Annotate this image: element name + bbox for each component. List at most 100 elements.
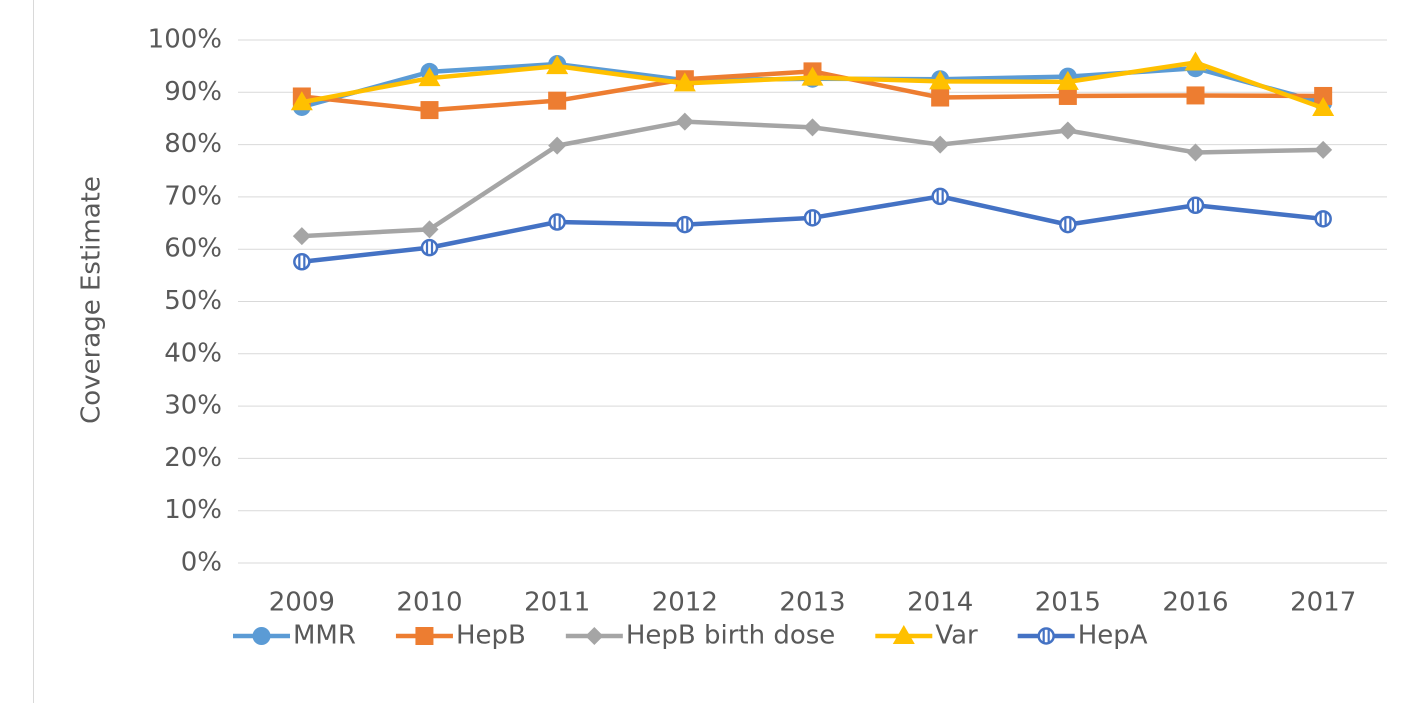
marker-shape bbox=[1184, 51, 1207, 71]
marker bbox=[1312, 96, 1335, 116]
marker-shape bbox=[931, 88, 950, 107]
marker-shape bbox=[548, 136, 567, 155]
marker bbox=[292, 227, 311, 246]
marker bbox=[803, 209, 822, 227]
marker-shape bbox=[418, 67, 441, 87]
y-tick-label: 0% bbox=[181, 548, 222, 578]
x-tick-label: 2015 bbox=[1035, 588, 1101, 618]
marker-shape bbox=[1037, 627, 1055, 645]
marker-shape bbox=[1186, 196, 1205, 215]
marker bbox=[931, 135, 950, 154]
marker bbox=[420, 220, 439, 239]
marker-shape bbox=[420, 238, 439, 257]
y-tick-label: 10% bbox=[164, 495, 222, 525]
marker bbox=[420, 101, 439, 120]
marker-shape bbox=[801, 66, 824, 86]
marker-shape bbox=[1058, 121, 1077, 140]
marker-shape bbox=[1186, 86, 1205, 105]
legend-label: MMR bbox=[293, 621, 356, 651]
marker-shape bbox=[1314, 86, 1333, 105]
marker-shape bbox=[1186, 143, 1205, 162]
marker bbox=[1314, 210, 1332, 228]
marker bbox=[1186, 143, 1205, 162]
marker-shape bbox=[676, 215, 694, 234]
x-tick-label: 2016 bbox=[1162, 588, 1228, 618]
marker bbox=[548, 213, 566, 231]
marker-shape bbox=[292, 227, 311, 246]
marker-shape bbox=[892, 625, 915, 644]
marker bbox=[1058, 86, 1077, 105]
marker-shape bbox=[803, 209, 822, 227]
marker-shape bbox=[1058, 86, 1077, 105]
legend-label: HepB birth dose bbox=[626, 621, 835, 651]
x-tick-label: 2011 bbox=[524, 588, 590, 618]
marker bbox=[1059, 215, 1077, 234]
marker bbox=[252, 627, 271, 645]
x-tick-label: 2014 bbox=[907, 588, 973, 618]
marker bbox=[676, 215, 694, 234]
marker bbox=[1314, 140, 1333, 159]
legend-label: HepA bbox=[1078, 621, 1148, 651]
marker-shape bbox=[290, 91, 313, 111]
marker bbox=[1186, 86, 1205, 105]
marker-shape bbox=[252, 627, 271, 645]
marker bbox=[293, 253, 311, 271]
marker-shape bbox=[548, 213, 566, 231]
marker bbox=[892, 625, 915, 644]
chart-border bbox=[33, 0, 1421, 703]
marker bbox=[931, 187, 949, 206]
marker-shape bbox=[548, 91, 567, 110]
marker-shape bbox=[420, 220, 439, 239]
marker-shape bbox=[1314, 140, 1333, 159]
marker bbox=[673, 72, 696, 92]
legend-label: Var bbox=[935, 621, 978, 651]
y-tick-label: 40% bbox=[164, 338, 222, 368]
marker-shape bbox=[931, 135, 950, 154]
marker-shape bbox=[675, 112, 694, 131]
marker bbox=[1186, 196, 1205, 215]
marker-shape bbox=[293, 253, 311, 271]
marker bbox=[675, 112, 694, 131]
marker-shape bbox=[1314, 210, 1332, 228]
marker bbox=[585, 627, 604, 645]
marker-shape bbox=[931, 187, 949, 206]
y-tick-label: 90% bbox=[164, 77, 222, 107]
y-tick-label: 30% bbox=[164, 391, 222, 421]
marker-shape bbox=[415, 627, 434, 645]
marker-shape bbox=[803, 118, 822, 137]
y-tick-label: 70% bbox=[164, 181, 222, 211]
marker-shape bbox=[1312, 96, 1335, 116]
marker-shape bbox=[673, 72, 696, 92]
y-tick-label: 20% bbox=[164, 443, 222, 473]
marker bbox=[1037, 627, 1055, 645]
marker bbox=[548, 91, 567, 110]
marker bbox=[801, 66, 824, 86]
marker bbox=[1314, 86, 1333, 105]
marker bbox=[290, 91, 313, 111]
marker bbox=[1056, 70, 1079, 90]
marker-shape bbox=[585, 627, 604, 645]
x-tick-label: 2017 bbox=[1290, 588, 1356, 618]
marker bbox=[931, 88, 950, 107]
y-tick-label: 50% bbox=[164, 286, 222, 316]
y-tick-label: 100% bbox=[148, 25, 222, 55]
x-tick-label: 2010 bbox=[396, 588, 462, 618]
marker bbox=[548, 136, 567, 155]
y-tick-label: 60% bbox=[164, 234, 222, 264]
y-axis-label: Coverage Estimate bbox=[77, 176, 107, 424]
marker-shape bbox=[420, 101, 439, 120]
marker bbox=[418, 67, 441, 87]
marker bbox=[1184, 51, 1207, 71]
marker bbox=[803, 118, 822, 137]
marker-shape bbox=[929, 70, 952, 90]
marker bbox=[420, 238, 439, 257]
legend-label: HepB bbox=[456, 621, 526, 651]
x-tick-label: 2012 bbox=[652, 588, 718, 618]
marker bbox=[415, 627, 434, 645]
marker bbox=[929, 70, 952, 90]
marker-shape bbox=[546, 55, 569, 75]
x-tick-label: 2009 bbox=[269, 588, 335, 618]
marker-shape bbox=[1056, 70, 1079, 90]
y-tick-label: 80% bbox=[164, 129, 222, 159]
